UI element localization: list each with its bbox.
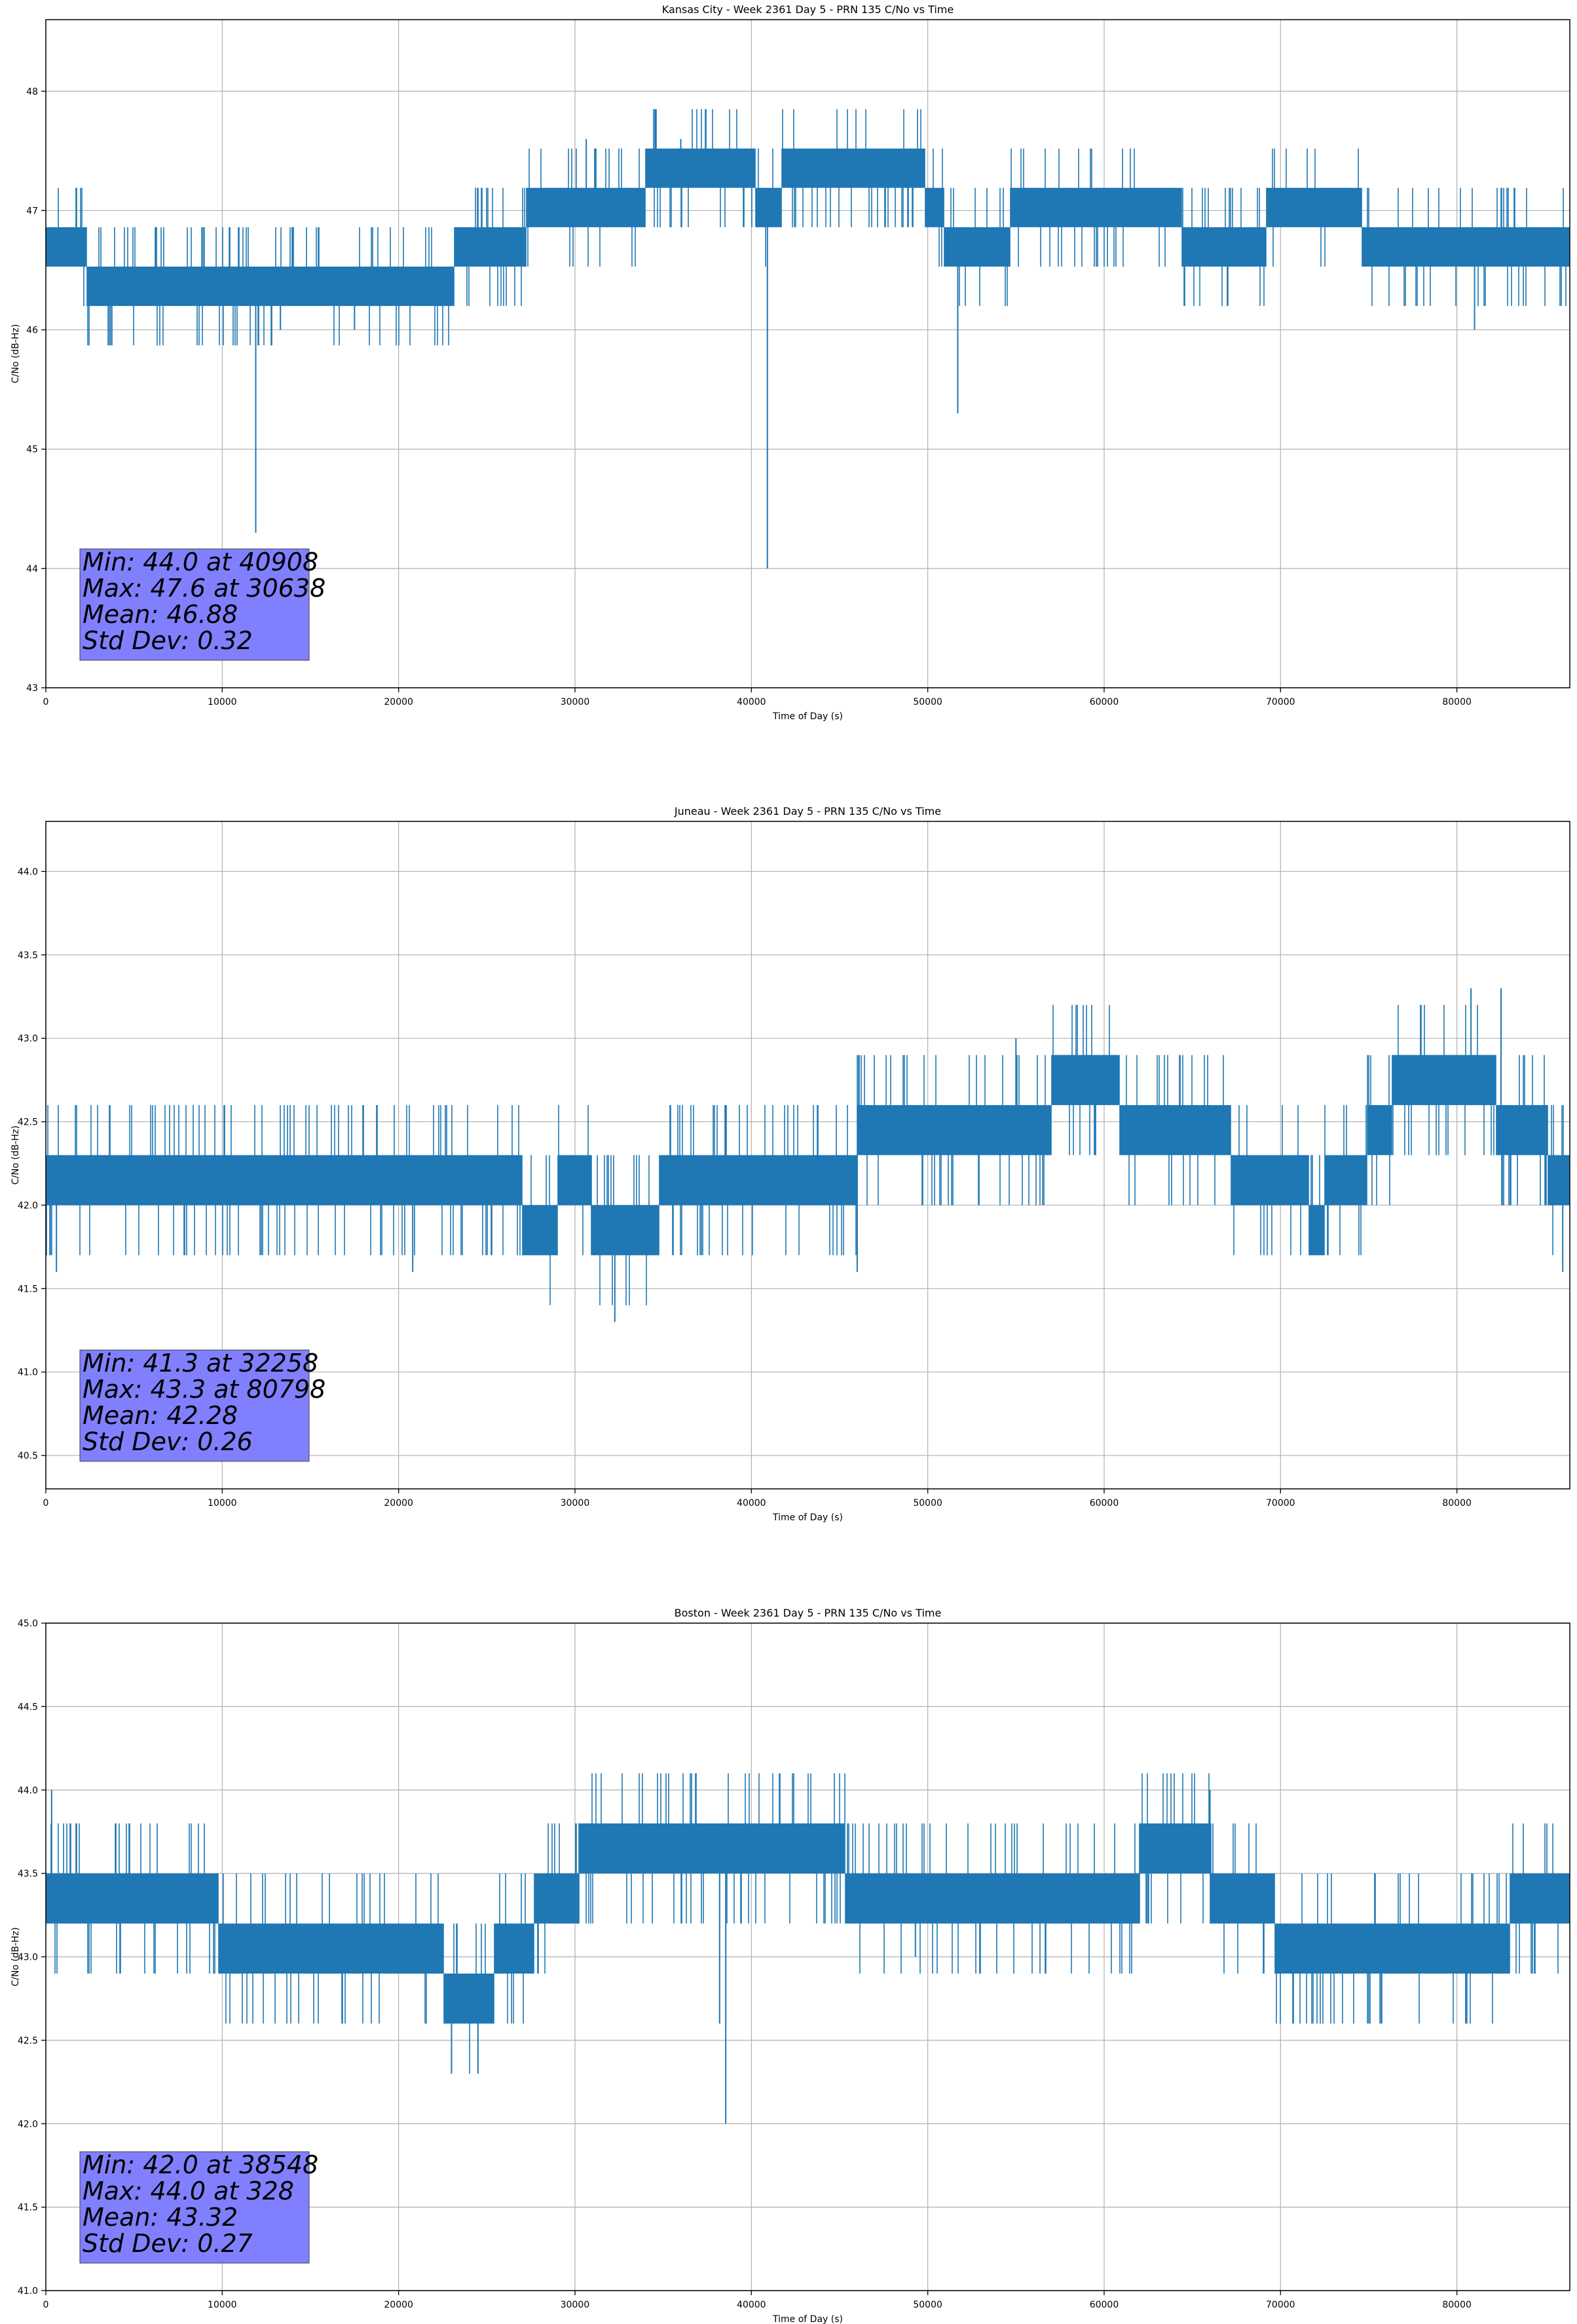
chart-title: Kansas City - Week 2361 Day 5 - PRN 135 …	[662, 3, 954, 16]
x-tick-label: 50000	[913, 697, 942, 707]
series-line	[46, 109, 1570, 569]
x-tick-label: 40000	[737, 697, 766, 707]
x-tick-label: 10000	[208, 697, 237, 707]
y-axis-label: C/No (dB-Hz)	[10, 1927, 21, 1986]
y-tick-label: 43	[26, 683, 38, 694]
stats-line: Min: 44.0 at 40908	[83, 548, 318, 576]
series-trace	[46, 109, 1570, 346]
y-tick-label: 41.0	[18, 1368, 38, 1378]
y-tick-label: 48	[26, 86, 38, 97]
x-tick-label: 50000	[913, 1498, 942, 1509]
x-tick-label: 30000	[561, 697, 590, 707]
x-tick-label: 10000	[208, 1498, 237, 1509]
stats-line: Min: 41.3 at 32258	[83, 1349, 318, 1378]
x-tick-label: 20000	[384, 1498, 413, 1509]
stats-line: Max: 44.0 at 328	[83, 2177, 294, 2205]
chart-3: 0 10000 20000 30000 40000 50000 60000 70000 8000…	[10, 1607, 1570, 2324]
stats-line: Std Dev: 0.32	[83, 626, 253, 655]
x-tick-label: 40000	[737, 1498, 766, 1509]
y-tick-label: 41.5	[18, 2203, 38, 2213]
y-tick-label: 44	[26, 564, 38, 574]
x-tick-label: 70000	[1266, 2300, 1295, 2310]
x-tick-label: 30000	[561, 1498, 590, 1509]
series-trace	[46, 1773, 1570, 2074]
stats-line: Max: 47.6 at 30638	[83, 574, 325, 603]
stats-box	[79, 1349, 310, 1462]
chart-1: 0 10000 20000 30000 40000 50000 60000 70000 8000…	[10, 3, 1570, 722]
x-tick-label: 20000	[384, 697, 413, 707]
y-tick-label: 42.5	[18, 1117, 38, 1128]
x-axis-label: Time of Day (s)	[772, 1512, 843, 1523]
axes-frame	[45, 19, 1570, 688]
x-tick-label: 70000	[1266, 1498, 1295, 1509]
x-axis-label: Time of Day (s)	[772, 711, 843, 722]
stats-box	[79, 2151, 310, 2264]
y-tick-label: 45.0	[18, 1619, 38, 1629]
y-tick-label: 41.0	[18, 2286, 38, 2296]
y-tick-label: 44.0	[18, 867, 38, 877]
y-tick-label: 44.0	[18, 1786, 38, 1796]
series-line	[46, 988, 1570, 1322]
y-axis-label: C/No (dB-Hz)	[10, 324, 21, 383]
x-tick-label: 0	[43, 2300, 49, 2310]
y-tick-label: 42.0	[18, 2119, 38, 2129]
stats-line: Mean: 42.28	[83, 1401, 238, 1430]
chart-title: Boston - Week 2361 Day 5 - PRN 135 C/No …	[675, 1607, 942, 1619]
y-tick-label: 46	[26, 326, 38, 336]
x-tick-label: 20000	[384, 2300, 413, 2310]
x-tick-label: 70000	[1266, 697, 1295, 707]
chart-2: 0 10000 20000 30000 40000 50000 60000 70000 8000…	[10, 805, 1570, 1523]
x-tick-label: 40000	[737, 2300, 766, 2310]
series-trace	[46, 1005, 1570, 1305]
grid	[45, 821, 1570, 1489]
x-tick-label: 60000	[1090, 697, 1119, 707]
x-tick-label: 0	[43, 1498, 49, 1509]
y-tick-label: 47	[26, 206, 38, 216]
y-tick-label: 41.5	[18, 1284, 38, 1294]
x-tick-label: 80000	[1442, 1498, 1472, 1509]
y-tick-label: 43.5	[18, 1869, 38, 1879]
y-tick-label: 45	[26, 445, 38, 455]
x-tick-label: 10000	[208, 2300, 237, 2310]
x-tick-label: 60000	[1090, 2300, 1119, 2310]
stats-line: Std Dev: 0.27	[83, 2229, 253, 2258]
x-tick-label: 80000	[1442, 2300, 1472, 2310]
series-line	[46, 1773, 1570, 2124]
y-tick-label: 42.0	[18, 1201, 38, 1211]
stats-line: Std Dev: 0.26	[83, 1427, 253, 1456]
y-axis-label: C/No (dB-Hz)	[10, 1125, 21, 1184]
x-tick-label: 60000	[1090, 1498, 1119, 1509]
y-tick-label: 42.5	[18, 2036, 38, 2046]
stats-line: Mean: 43.32	[83, 2203, 238, 2232]
y-tick-label: 40.5	[18, 1451, 38, 1461]
axes-frame	[45, 821, 1570, 1490]
y-tick-label: 44.5	[18, 1702, 38, 1712]
x-axis-label: Time of Day (s)	[772, 2314, 843, 2324]
stats-box	[79, 548, 310, 661]
y-tick-label: 43.0	[18, 1953, 38, 1963]
stats-line: Mean: 46.88	[83, 600, 238, 629]
stats-line: Min: 42.0 at 38548	[83, 2150, 318, 2179]
stats-line: Max: 43.3 at 80798	[83, 1375, 325, 1404]
x-tick-label: 30000	[561, 2300, 590, 2310]
chart-title: Juneau - Week 2361 Day 5 - PRN 135 C/No …	[674, 805, 941, 817]
x-tick-label: 0	[43, 697, 49, 707]
x-tick-label: 50000	[913, 2300, 942, 2310]
y-tick-label: 43.0	[18, 1034, 38, 1044]
y-tick-label: 43.5	[18, 950, 38, 961]
x-tick-label: 80000	[1442, 697, 1472, 707]
